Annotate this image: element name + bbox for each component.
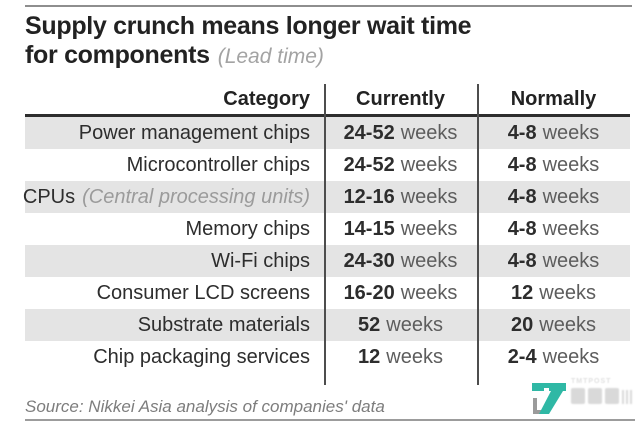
source-attribution: Source: Nikkei Asia analysis of companie… bbox=[25, 397, 385, 416]
category-cell: Power management chips bbox=[25, 122, 324, 145]
normally-value: 12 bbox=[511, 281, 534, 304]
normally-cell: 2-4 weeks bbox=[477, 346, 630, 369]
currently-unit: weeks bbox=[400, 281, 458, 304]
category-label: Power management chips bbox=[78, 121, 310, 144]
currently-cell: 16-20 weeks bbox=[324, 282, 477, 305]
header-currently: Currently bbox=[356, 87, 445, 110]
category-label: Substrate materials bbox=[137, 313, 310, 336]
currently-cell: 52 weeks bbox=[324, 314, 477, 337]
currently-cell: 24-52 weeks bbox=[324, 154, 477, 177]
currently-cell: 12-16 weeks bbox=[324, 186, 477, 209]
chart-title: Supply crunch means longer wait time for… bbox=[25, 12, 472, 71]
normally-cell: 4-8 weeks bbox=[477, 122, 630, 145]
normally-cell: 4-8 weeks bbox=[477, 218, 630, 241]
category-cell: Consumer LCD screens bbox=[25, 282, 324, 305]
normally-cell: 4-8 weeks bbox=[477, 154, 630, 177]
normally-unit: weeks bbox=[542, 153, 600, 176]
currently-cell: 24-30 weeks bbox=[324, 250, 477, 273]
currently-unit: weeks bbox=[400, 185, 458, 208]
currently-unit: weeks bbox=[400, 217, 458, 240]
currently-unit: weeks bbox=[386, 313, 443, 336]
table-row: Chip packaging services 12 weeks 2-4 wee… bbox=[25, 341, 630, 373]
watermark-caption: TMTPOST bbox=[571, 378, 612, 385]
currently-unit: weeks bbox=[400, 249, 458, 272]
category-note: (Central processing units) bbox=[82, 185, 310, 208]
normally-unit: weeks bbox=[542, 249, 600, 272]
currently-unit: weeks bbox=[386, 345, 443, 368]
normally-unit: weeks bbox=[542, 345, 600, 368]
currently-value: 52 bbox=[358, 313, 381, 336]
top-rule bbox=[25, 5, 632, 7]
normally-value: 2-4 bbox=[507, 345, 537, 368]
category-cell: Chip packaging services bbox=[25, 346, 324, 369]
tmtpost-t-icon bbox=[532, 383, 566, 414]
table-row: Microcontroller chips 24-52 weeks 4-8 we… bbox=[25, 149, 630, 181]
chart-title-line2: for components bbox=[25, 41, 210, 69]
currently-value: 16-20 bbox=[343, 281, 395, 304]
category-label: Microcontroller chips bbox=[126, 153, 310, 176]
currently-value: 24-52 bbox=[343, 121, 395, 144]
category-label: Consumer LCD screens bbox=[96, 281, 310, 304]
table-row: Consumer LCD screens 16-20 weeks 12 week… bbox=[25, 277, 630, 309]
normally-cell: 20 weeks bbox=[477, 314, 630, 337]
category-cell: Substrate materials bbox=[25, 314, 324, 337]
table-row: Memory chips 14-15 weeks 4-8 weeks bbox=[25, 213, 630, 245]
watermark-text: TMTPOST bbox=[571, 378, 633, 404]
currently-value: 14-15 bbox=[343, 217, 395, 240]
currently-value: 24-52 bbox=[343, 153, 395, 176]
currently-unit: weeks bbox=[400, 121, 458, 144]
category-label: CPUs bbox=[22, 185, 76, 208]
normally-unit: weeks bbox=[539, 313, 596, 336]
currently-value: 24-30 bbox=[343, 249, 395, 272]
tmtpost-logo: TMTPOST bbox=[527, 374, 633, 416]
normally-cell: 4-8 weeks bbox=[477, 250, 630, 273]
table-header-row: Category Currently Normally bbox=[25, 84, 630, 117]
normally-value: 4-8 bbox=[507, 249, 537, 272]
column-divider-2 bbox=[477, 84, 479, 385]
category-label: Memory chips bbox=[185, 217, 310, 240]
normally-cell: 12 weeks bbox=[477, 282, 630, 305]
watermark-glyphs bbox=[571, 388, 633, 404]
normally-unit: weeks bbox=[542, 185, 600, 208]
table-row: Power management chips 24-52 weeks 4-8 w… bbox=[25, 117, 630, 149]
normally-value: 4-8 bbox=[507, 217, 537, 240]
normally-value: 4-8 bbox=[507, 153, 537, 176]
table-row: Substrate materials 52 weeks 20 weeks bbox=[25, 309, 630, 341]
header-normally: Normally bbox=[510, 87, 597, 110]
category-cell: CPUs (Central processing units) bbox=[22, 185, 324, 209]
normally-unit: weeks bbox=[542, 217, 600, 240]
header-category: Category bbox=[223, 87, 310, 110]
category-label: Chip packaging services bbox=[93, 345, 310, 368]
table-row: Wi-Fi chips 24-30 weeks 4-8 weeks bbox=[25, 245, 630, 277]
normally-unit: weeks bbox=[542, 121, 600, 144]
normally-value: 4-8 bbox=[507, 185, 537, 208]
category-cell: Microcontroller chips bbox=[25, 154, 324, 177]
bottom-rule bbox=[25, 419, 635, 421]
currently-value: 12-16 bbox=[343, 185, 395, 208]
normally-value: 20 bbox=[511, 313, 534, 336]
currently-cell: 24-52 weeks bbox=[324, 122, 477, 145]
normally-value: 4-8 bbox=[507, 121, 537, 144]
currently-value: 12 bbox=[358, 345, 381, 368]
category-label: Wi-Fi chips bbox=[211, 249, 310, 272]
lead-time-table: Category Currently Normally Power manage… bbox=[22, 84, 630, 373]
currently-unit: weeks bbox=[400, 153, 458, 176]
normally-unit: weeks bbox=[539, 281, 596, 304]
table-body: Power management chips 24-52 weeks 4-8 w… bbox=[22, 117, 630, 373]
table-row: CPUs (Central processing units) 12-16 we… bbox=[22, 181, 630, 213]
column-divider-1 bbox=[324, 84, 326, 385]
chart-subtitle: (Lead time) bbox=[217, 45, 324, 68]
currently-cell: 14-15 weeks bbox=[324, 218, 477, 241]
category-cell: Memory chips bbox=[25, 218, 324, 241]
category-cell: Wi-Fi chips bbox=[25, 250, 324, 273]
normally-cell: 4-8 weeks bbox=[477, 186, 630, 209]
chart-title-line1: Supply crunch means longer wait time bbox=[25, 12, 472, 40]
currently-cell: 12 weeks bbox=[324, 346, 477, 369]
